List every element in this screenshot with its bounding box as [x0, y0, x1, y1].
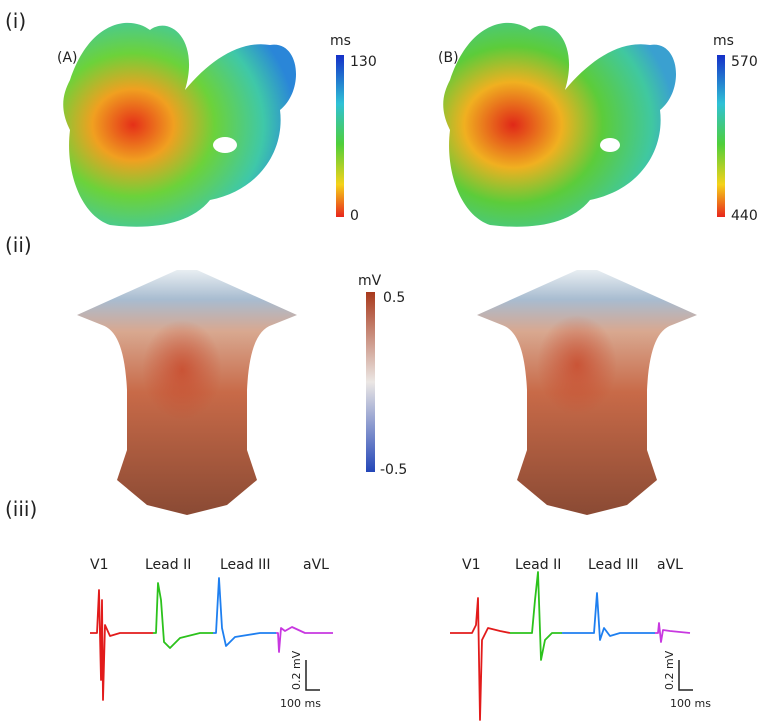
lead-label: V1 — [90, 557, 108, 573]
panel-label: (iii) — [5, 497, 37, 521]
panel-label: (ii) — [5, 233, 32, 257]
colorbar-max: 570 — [731, 54, 758, 70]
colorbar-min: -0.5 — [380, 462, 407, 478]
map-label: (B) — [438, 50, 459, 66]
lead-label: Lead III — [220, 557, 270, 573]
scale-label: 0.2 mV — [663, 650, 676, 690]
heart-map — [63, 22, 297, 227]
scale-label: 100 ms — [670, 697, 711, 710]
lead-label: Lead II — [145, 557, 191, 573]
scale-label: 100 ms — [280, 697, 321, 710]
lead-label: Lead III — [588, 557, 638, 573]
trace — [276, 626, 333, 653]
colorbar-max: 130 — [350, 54, 377, 70]
heart-map — [443, 22, 677, 227]
scale-bar — [305, 660, 320, 691]
colorbar-max: 0.5 — [383, 290, 405, 306]
colorbar — [366, 292, 375, 472]
trace — [655, 622, 691, 643]
map-label: (A) — [57, 50, 78, 66]
trace — [153, 582, 213, 649]
lead-label: Lead II — [515, 557, 561, 573]
colorbar — [336, 55, 344, 217]
trace — [510, 571, 562, 661]
ecg: V1 Lead II Lead III aVL 0.2 mV 100 ms — [450, 557, 711, 721]
colorbar-unit: ms — [330, 33, 351, 49]
valve-hole — [600, 138, 620, 152]
panel-label: (i) — [5, 9, 26, 33]
lead-label: aVL — [657, 557, 683, 573]
scale-bar — [678, 660, 693, 691]
scale-label: 0.2 mV — [290, 650, 303, 690]
colorbar-min: 0 — [350, 208, 359, 224]
trace — [90, 589, 153, 701]
colorbar-unit: ms — [713, 33, 734, 49]
trace — [213, 577, 276, 647]
colorbar-unit: mV — [358, 273, 382, 289]
trace — [562, 592, 655, 641]
colorbar-min: 440 — [731, 208, 758, 224]
ecg: V1 Lead II Lead III aVL 0.2 mV 100 ms — [90, 557, 333, 710]
colorbar — [717, 55, 725, 217]
lead-label: V1 — [462, 557, 480, 573]
trace — [450, 597, 511, 721]
valve-hole — [213, 137, 237, 153]
lead-label: aVL — [303, 557, 329, 573]
